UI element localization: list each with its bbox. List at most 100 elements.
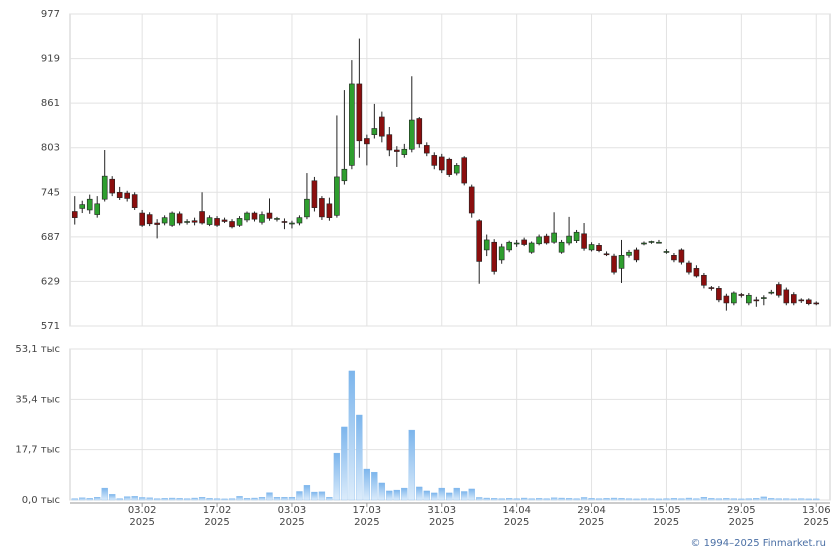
candle-body bbox=[543, 235, 550, 244]
candle-body bbox=[281, 221, 288, 223]
candle-body bbox=[611, 255, 617, 273]
x-tick-label: 15.05 2025 bbox=[652, 505, 681, 528]
volume-bar bbox=[715, 498, 723, 501]
volume-bar bbox=[738, 498, 745, 501]
volume-bar bbox=[491, 498, 498, 501]
candle-body bbox=[483, 239, 490, 251]
candle-body bbox=[236, 218, 243, 226]
candle-body bbox=[296, 217, 303, 224]
candle-body bbox=[161, 217, 168, 224]
volume-bar bbox=[768, 498, 775, 501]
volume-bar bbox=[176, 498, 183, 501]
candle-body bbox=[641, 242, 647, 245]
volume-bar bbox=[588, 498, 595, 501]
candle-body bbox=[244, 212, 250, 221]
volume-bar bbox=[318, 491, 326, 501]
candle-body bbox=[94, 203, 101, 215]
volume-bar bbox=[730, 498, 738, 501]
volume-bar bbox=[371, 471, 378, 501]
candle-body bbox=[506, 241, 512, 251]
volume-bar bbox=[640, 498, 648, 501]
volume-bar bbox=[243, 498, 251, 501]
volume-bar bbox=[610, 497, 618, 501]
candle-body bbox=[116, 191, 123, 198]
volume-bar bbox=[109, 494, 116, 501]
volume-tick-label: 35,4 тыс bbox=[15, 394, 60, 405]
volume-bar bbox=[296, 491, 303, 501]
volume-bar bbox=[663, 498, 670, 501]
candle-body bbox=[79, 204, 86, 209]
candle-body bbox=[431, 155, 438, 166]
volume-bar bbox=[573, 498, 580, 501]
candle-body bbox=[214, 218, 220, 226]
volume-bar bbox=[401, 487, 408, 501]
candle-body bbox=[139, 212, 145, 226]
volume-bar bbox=[86, 498, 93, 501]
volume-bar bbox=[550, 497, 558, 501]
volume-bar bbox=[708, 498, 715, 501]
candle-body bbox=[146, 214, 153, 225]
candle-body bbox=[618, 255, 625, 269]
volume-bar bbox=[461, 491, 468, 501]
volume-bar bbox=[266, 492, 273, 501]
candle-body bbox=[671, 255, 677, 261]
candle-body bbox=[686, 262, 692, 273]
candle-body bbox=[364, 138, 370, 145]
candle-body bbox=[783, 289, 790, 304]
candle-body bbox=[438, 156, 445, 171]
volume-bar bbox=[236, 496, 243, 501]
volume-tick-label: 53,1 тыс bbox=[15, 344, 60, 355]
candle-body bbox=[708, 287, 715, 289]
candle-body bbox=[266, 212, 273, 219]
volume-bar bbox=[805, 498, 812, 501]
volume-bar bbox=[341, 426, 348, 501]
volume-bar bbox=[303, 485, 311, 501]
x-tick-label: 17.02 2025 bbox=[202, 505, 232, 528]
volume-bar bbox=[363, 468, 371, 501]
candle-body bbox=[229, 221, 235, 228]
volume-bar bbox=[183, 498, 191, 501]
x-tick-label: 14.04 2025 bbox=[502, 505, 531, 528]
candle-body bbox=[184, 221, 190, 223]
x-tick-label: 17.03 2025 bbox=[352, 505, 382, 528]
candle-body bbox=[461, 157, 468, 184]
candle-body bbox=[154, 222, 160, 225]
volume-tick-label: 17,7 тыс bbox=[15, 445, 60, 456]
volume-bar bbox=[161, 498, 168, 501]
candle-body bbox=[558, 241, 565, 253]
volume-bar bbox=[700, 497, 708, 501]
volume-bar bbox=[723, 498, 730, 501]
candle-body bbox=[191, 220, 198, 223]
candle-body bbox=[334, 176, 340, 216]
candle-body bbox=[251, 212, 258, 220]
volume-bar bbox=[311, 491, 318, 501]
volume-bar bbox=[753, 498, 760, 501]
candle-body bbox=[633, 249, 640, 261]
candle-body bbox=[386, 134, 393, 151]
candle-body bbox=[289, 222, 295, 225]
volume-bar bbox=[648, 498, 655, 501]
volume-bar bbox=[798, 498, 805, 501]
candle-body bbox=[416, 118, 423, 145]
candle-body bbox=[813, 302, 820, 305]
volume-bar bbox=[603, 498, 610, 501]
candle-body bbox=[513, 242, 520, 245]
volume-bar bbox=[273, 497, 281, 501]
volume-bar bbox=[468, 488, 475, 501]
candle-body bbox=[663, 251, 670, 253]
volume-bar bbox=[251, 497, 258, 501]
volume-bar bbox=[446, 492, 453, 501]
candle-body bbox=[491, 241, 497, 272]
volume-bar bbox=[101, 487, 108, 501]
candle-body bbox=[566, 235, 572, 244]
volume-bar bbox=[198, 497, 206, 501]
candle-body bbox=[169, 212, 175, 226]
candle-body bbox=[603, 253, 610, 256]
x-tick-label: 29.04 2025 bbox=[577, 505, 606, 528]
candle-body bbox=[124, 192, 130, 199]
volume-bar bbox=[513, 498, 520, 501]
candle-body bbox=[648, 241, 655, 243]
volume-bar bbox=[423, 490, 430, 501]
volume-bar bbox=[685, 497, 693, 501]
candle-body bbox=[423, 145, 430, 154]
